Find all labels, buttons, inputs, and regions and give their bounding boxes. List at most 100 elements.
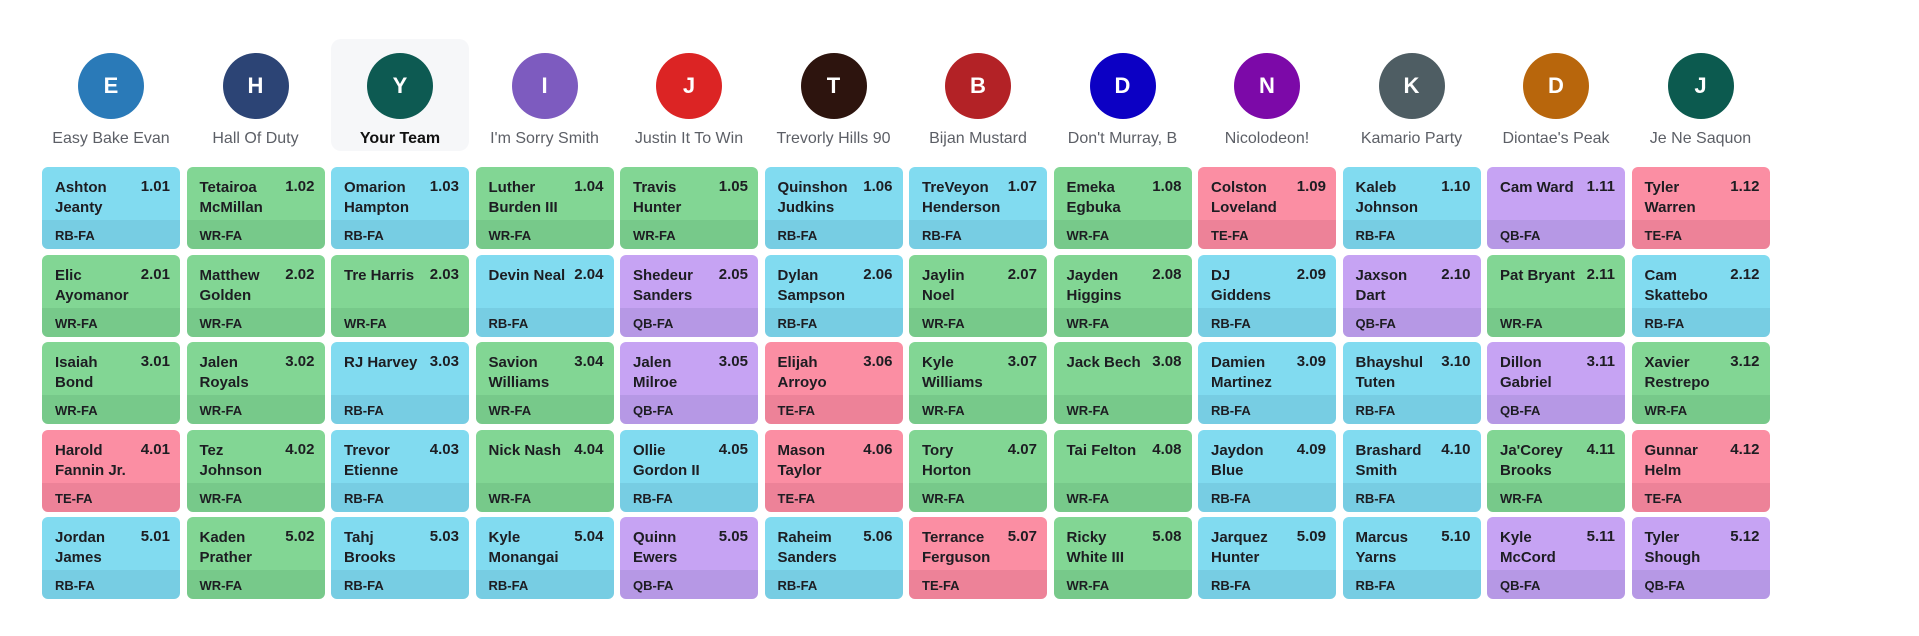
player-name: Ashton Jeanty [55,179,107,216]
pick-card[interactable]: Mason Taylor 4.06 TE-FA [764,429,903,512]
team-avatar[interactable]: E [78,53,144,119]
pick-card[interactable]: Ollie Gordon II 4.05 RB-FA [620,429,758,512]
team-header[interactable]: J Justin It To Win [620,39,758,151]
player-position: RB-FA [1355,403,1396,418]
pick-card[interactable]: Dylan Sampson 2.06 RB-FA [764,254,903,337]
pick-card[interactable]: Kaden Prather 5.02 WR-FA [186,517,325,599]
pick-card[interactable]: Jalen Milroe 3.05 QB-FA [620,342,758,424]
pick-card[interactable]: Ashton Jeanty 1.01 RB-FA [42,167,180,249]
team-header[interactable]: K Kamario Party [1343,39,1481,151]
team-avatar[interactable]: I [511,53,578,119]
player-name: Nick Nash [488,441,562,459]
team-header[interactable]: I I'm Sorry Smith [476,39,614,151]
pick-number: 5.03 [429,528,459,545]
pick-card[interactable]: Jaylin Noel 2.07 WR-FA [909,254,1047,337]
pick-card[interactable]: Jordan James 5.01 RB-FA [42,517,180,599]
pick-card[interactable]: Ja'Corey Brooks 4.11 WR-FA [1487,429,1625,512]
team-header[interactable]: D Don't Murray, B [1054,39,1192,151]
team-avatar[interactable]: H [222,53,289,119]
pick-card[interactable]: Tyler Shough 5.12 QB-FA [1631,517,1770,599]
pick-card-body: Jalen Milroe 3.05 [620,342,758,395]
pick-card[interactable]: Travis Hunter 1.05 WR-FA [620,167,758,249]
player-position: WR-FA [199,228,243,243]
pick-card[interactable]: Savion Williams 3.04 WR-FA [475,342,614,424]
team-avatar[interactable]: Y [367,53,433,119]
pick-card[interactable]: Jaxson Dart 2.10 QB-FA [1342,254,1481,337]
team-header[interactable]: J Je Ne Saquon [1632,39,1770,151]
player-name: Trevor Etienne [344,441,399,479]
pick-number: 4.04 [574,440,604,458]
pick-card[interactable]: Emeka Egbuka 1.08 WR-FA [1053,167,1192,249]
pick-card[interactable]: Kyle McCord 5.11 QB-FA [1487,517,1625,599]
pick-card[interactable]: Jaydon Blue 4.09 RB-FA [1198,429,1336,512]
pick-card[interactable]: DJ Giddens 2.09 RB-FA [1198,254,1336,337]
team-avatar[interactable]: J [1667,53,1734,119]
pick-card[interactable]: Devin Neal 2.04 RB-FA [475,254,614,337]
pick-card[interactable]: RJ Harvey 3.03 RB-FA [331,342,469,424]
pick-card[interactable]: Colston Loveland 1.09 TE-FA [1198,167,1336,249]
pick-number: 3.02 [285,353,315,370]
team-avatar[interactable]: T [800,53,867,119]
pick-card[interactable]: Tyler Warren 1.12 TE-FA [1631,167,1770,249]
pick-card[interactable]: Tai Felton 4.08 WR-FA [1053,429,1192,512]
team-header[interactable]: B Bijan Mustard [909,39,1047,151]
pick-card[interactable]: Tetairoa McMillan 1.02 WR-FA [186,167,325,249]
pick-card[interactable]: Nick Nash 4.04 WR-FA [475,429,614,512]
team-avatar[interactable]: K [1378,53,1445,119]
pick-card[interactable]: Xavier Restrepo 3.12 WR-FA [1631,342,1770,424]
team-avatar[interactable]: J [656,53,722,119]
pick-card[interactable]: Ricky White III 5.08 WR-FA [1053,517,1192,599]
pick-card-footer: RB-FA [764,220,903,249]
team-avatar[interactable]: N [1234,53,1300,119]
pick-card[interactable]: Raheim Sanders 5.06 RB-FA [764,517,903,599]
team-header[interactable]: D Diontae's Peak [1487,39,1625,151]
team-header[interactable]: H Hall Of Duty [187,39,325,151]
pick-card[interactable]: Omarion Hampton 1.03 RB-FA [331,167,469,249]
player-name: Savion Williams [488,354,550,391]
player-name: Quinshon Judkins [777,179,848,216]
pick-card[interactable]: Kyle Monangai 5.04 RB-FA [475,517,614,599]
pick-card[interactable]: Marcus Yarns 5.10 RB-FA [1342,517,1481,599]
pick-card[interactable]: Pat Bryant 2.11 WR-FA [1487,254,1625,337]
pick-card[interactable]: Quinn Ewers 5.05 QB-FA [620,517,758,599]
pick-card[interactable]: Isaiah Bond 3.01 WR-FA [42,342,180,424]
pick-card[interactable]: Tahj Brooks 5.03 RB-FA [331,517,469,599]
pick-card[interactable]: Gunnar Helm 4.12 TE-FA [1631,429,1770,512]
team-header[interactable]: T Trevorly Hills 90 [765,39,903,151]
pick-card[interactable]: Kyle Williams 3.07 WR-FA [909,342,1047,424]
player-name: Quinn Ewers [633,529,678,566]
pick-card[interactable]: Kaleb Johnson 1.10 RB-FA [1342,167,1481,249]
pick-card-footer: RB-FA [42,220,180,249]
pick-card-body: Kyle McCord 5.11 [1487,517,1625,570]
pick-card[interactable]: Cam Skattebo 2.12 RB-FA [1631,254,1770,337]
team-avatar[interactable]: D [1523,53,1589,119]
pick-card[interactable]: Terrance Ferguson 5.07 TE-FA [909,517,1047,599]
team-avatar[interactable]: B [945,53,1011,119]
pick-card[interactable]: Quinshon Judkins 1.06 RB-FA [764,167,903,249]
pick-card[interactable]: Harold Fannin Jr. 4.01 TE-FA [42,429,180,512]
pick-card-footer: WR-FA [475,395,614,424]
pick-card[interactable]: Jayden Higgins 2.08 WR-FA [1053,254,1192,337]
pick-card[interactable]: Elijah Arroyo 3.06 TE-FA [764,342,903,424]
pick-card[interactable]: Shedeur Sanders 2.05 QB-FA [620,254,758,337]
team-header[interactable]: Y Your Team [331,39,469,151]
pick-card[interactable]: Jarquez Hunter 5.09 RB-FA [1198,517,1336,599]
team-header[interactable]: N Nicolodeon! [1198,39,1336,151]
pick-card[interactable]: TreVeyon Henderson 1.07 RB-FA [909,167,1047,249]
pick-card[interactable]: Jack Bech 3.08 WR-FA [1053,342,1192,424]
pick-card[interactable]: Tre Harris 2.03 WR-FA [331,254,469,337]
pick-card[interactable]: Tory Horton 4.07 WR-FA [909,429,1047,512]
pick-card[interactable]: Jalen Royals 3.02 WR-FA [186,342,325,424]
pick-card[interactable]: Brashard Smith 4.10 RB-FA [1342,429,1481,512]
pick-card[interactable]: Tez Johnson 4.02 WR-FA [186,429,325,512]
pick-card[interactable]: Dillon Gabriel 3.11 QB-FA [1487,342,1625,424]
pick-card[interactable]: Bhayshul Tuten 3.10 RB-FA [1342,342,1481,424]
team-header[interactable]: E Easy Bake Evan [42,39,180,151]
pick-card[interactable]: Luther Burden III 1.04 WR-FA [475,167,614,249]
pick-card[interactable]: Damien Martinez 3.09 RB-FA [1198,342,1336,424]
team-avatar[interactable]: D [1089,53,1156,119]
pick-card[interactable]: Trevor Etienne 4.03 RB-FA [331,429,469,512]
pick-card[interactable]: Cam Ward 1.11 QB-FA [1487,167,1625,249]
pick-card[interactable]: Elic Ayomanor 2.01 WR-FA [42,254,180,337]
pick-card[interactable]: Matthew Golden 2.02 WR-FA [186,254,325,337]
